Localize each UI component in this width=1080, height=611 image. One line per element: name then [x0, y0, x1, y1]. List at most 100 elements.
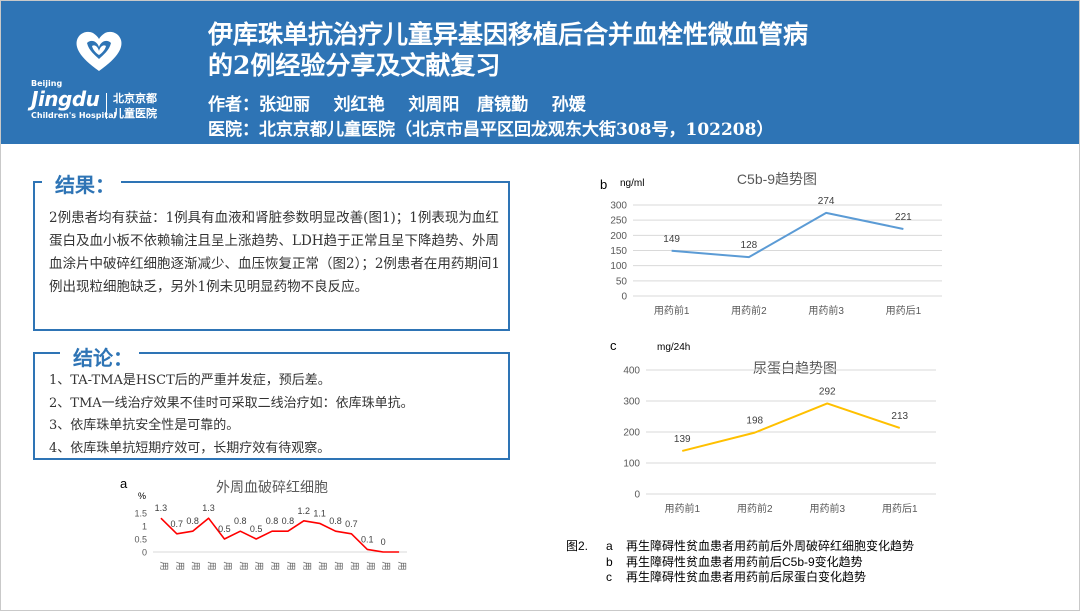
x-tick-label: 用 [334, 561, 344, 570]
x-tick-label: 用 [302, 561, 312, 570]
title-line-2: 的2例经验分享及文献复习 [208, 51, 501, 80]
poster-title: 伊库珠单抗治疗儿童异基因移植后合并血栓性微血管病 的2例经验分享及文献复习 [208, 19, 1058, 81]
x-tick-label: 用 [381, 561, 391, 570]
caption-row: b 再生障碍性贫血患者用药前后C5b-9变化趋势 [566, 555, 914, 571]
caption-fig-label: 图2. [566, 539, 589, 553]
x-tick-label: 用 [175, 561, 185, 570]
x-tick-label: 用药后1 [882, 503, 918, 515]
data-label: 292 [819, 386, 836, 397]
data-label: 221 [895, 212, 912, 223]
x-tick-label: 用 [191, 561, 201, 570]
data-label: 0.8 [234, 516, 247, 526]
series-line [671, 211, 904, 259]
logo-name-line2: 儿童医院 [113, 107, 157, 120]
x-tick-label: 用 [397, 561, 407, 570]
y-tick-label: 100 [610, 261, 627, 272]
y-tick-label: 50 [616, 276, 628, 287]
x-tick-label: 用 [286, 561, 296, 570]
logo-wordmark: Jingdu [31, 87, 100, 111]
x-tick-label: 用药前2 [731, 304, 767, 317]
data-label: 0.8 [266, 516, 279, 526]
caption-text: 再生障碍性贫血患者用药前后尿蛋白变化趋势 [626, 570, 867, 584]
data-label: 1.1 [313, 508, 326, 518]
y-tick-label: 0 [621, 292, 627, 303]
poster-header: Beijing Jingdu Children's Hospital 北京京都 … [1, 1, 1079, 144]
conclusions-box: 1、TA-TMA是HSCT后的严重并发症，预后差。 2、TMA一线治疗效果不佳时… [33, 352, 510, 460]
title-line-1: 伊库珠单抗治疗儿童异基因移植后合并血栓性微血管病 [208, 20, 809, 49]
data-label: 0.8 [282, 516, 295, 526]
heart-hands-icon [76, 31, 122, 72]
logo-city: Beijing [31, 79, 63, 88]
data-label: 0.5 [250, 524, 263, 534]
data-label: 0.7 [345, 519, 358, 529]
x-tick-label: 用 [365, 561, 375, 570]
y-tick-label: 100 [623, 459, 640, 470]
chart-title: 外周血破碎红细胞 [216, 479, 328, 495]
caption-text: 再生障碍性贫血患者用药前后外周破碎红细胞变化趋势 [626, 539, 915, 553]
x-tick-label: 用 [222, 561, 232, 570]
x-tick-label: 用药前1 [654, 304, 690, 317]
unit-label: % [138, 491, 146, 501]
conclusion-item: 2、TMA一线治疗效果不佳时可采取二线治疗如：依库珠单抗。 [49, 395, 414, 411]
chart-c: 尿蛋白趋势图 mg/24h 0 100 200 300 400 用药前1 用药前2 用药前3 用药后… [623, 342, 936, 515]
y-tick-label: 200 [610, 231, 627, 242]
figure-caption: 图2. a 再生障碍性贫血患者用药前后外周破碎红细胞变化趋势 b 再生障碍性贫血… [566, 539, 914, 586]
y-tick-label: 400 [623, 366, 640, 377]
data-label: 198 [746, 416, 763, 427]
y-tick-label: 250 [610, 216, 627, 227]
x-tick-label: 用药后1 [886, 305, 922, 317]
logo-name-line1: 北京京都 [113, 92, 157, 105]
data-label: 0.8 [186, 516, 199, 526]
y-tick-label: 1.5 [134, 509, 147, 519]
y-tick-label: 1 [142, 522, 147, 532]
conclusion-item: 1、TA-TMA是HSCT后的严重并发症，预后差。 [49, 373, 331, 388]
hospital-line: 医院：北京京都儿童医院（北京市昌平区回龙观东大街308号，102208） [208, 120, 774, 140]
y-tick-label: 200 [623, 428, 640, 439]
y-tick-label: 150 [610, 246, 627, 257]
data-label: 0.7 [171, 519, 184, 529]
results-text: 2例患者均有获益：1例具有血液和肾脏参数明显改善(图1)；1例表现为血红蛋白及血… [49, 210, 501, 295]
data-label: 0.1 [361, 534, 374, 544]
caption-letter: b [606, 554, 613, 569]
x-tick-label: 用药前3 [808, 304, 844, 317]
caption-letter: a [606, 539, 613, 553]
logo-divider [106, 93, 107, 119]
logo-name-cn: 北京京都 儿童医院 [113, 91, 173, 121]
x-tick-label: 用 [207, 561, 217, 570]
series-line [160, 517, 400, 553]
x-tick-label: 用药前1 [664, 502, 700, 515]
authors-line: 作者：张迎丽 刘红艳 刘周阳 唐镜勤 孙媛 [208, 95, 586, 115]
y-tick-label: 300 [610, 201, 627, 212]
conclusion-item: 3、依库珠单抗安全性是可靠的。 [49, 418, 240, 433]
x-tick-label: 用药前3 [809, 502, 845, 515]
unit-label: ng/ml [620, 178, 644, 189]
data-label: 0 [381, 537, 386, 547]
chart-b: C5b-9趋势图 ng/ml 0 50 100 150 200 250 300 用药前1 用药前2 用… [610, 171, 942, 317]
chart-title: 尿蛋白趋势图 [753, 360, 837, 376]
y-tick-label: 0 [634, 490, 640, 501]
data-label: 139 [674, 434, 691, 445]
y-tick-label: 0 [142, 548, 147, 558]
data-label: 0.8 [329, 516, 342, 526]
x-tick-label: 用 [159, 561, 169, 570]
panel-letter-c: c [610, 338, 617, 353]
x-tick-label: 用 [318, 561, 328, 570]
series-line [682, 402, 901, 452]
data-label: 274 [818, 196, 835, 207]
data-label: 1.2 [298, 506, 311, 516]
x-tick-label: 用 [238, 561, 248, 570]
data-label: 213 [891, 411, 908, 422]
logo-subtitle: Children's Hospital [31, 111, 117, 120]
x-tick-label: 用药前2 [737, 502, 773, 515]
x-tick-label: 用 [254, 561, 264, 570]
x-tick-label: 用 [349, 561, 359, 570]
conclusions-list: 1、TA-TMA是HSCT后的严重并发症，预后差。 2、TMA一线治疗效果不佳时… [49, 370, 504, 460]
y-tick-label: 0.5 [134, 535, 147, 545]
chart-title: C5b-9趋势图 [737, 171, 817, 187]
results-box: 2例患者均有获益：1例具有血液和肾脏参数明显改善(图1)；1例表现为血红蛋白及血… [33, 181, 510, 331]
caption-letter: c [606, 570, 612, 584]
panel-letter-a: a [120, 476, 128, 491]
data-label: 149 [663, 234, 680, 245]
conclusion-item: 4、依库珠单抗短期疗效可，长期疗效有待观察。 [49, 440, 331, 456]
x-tick-label: 用 [270, 561, 280, 570]
